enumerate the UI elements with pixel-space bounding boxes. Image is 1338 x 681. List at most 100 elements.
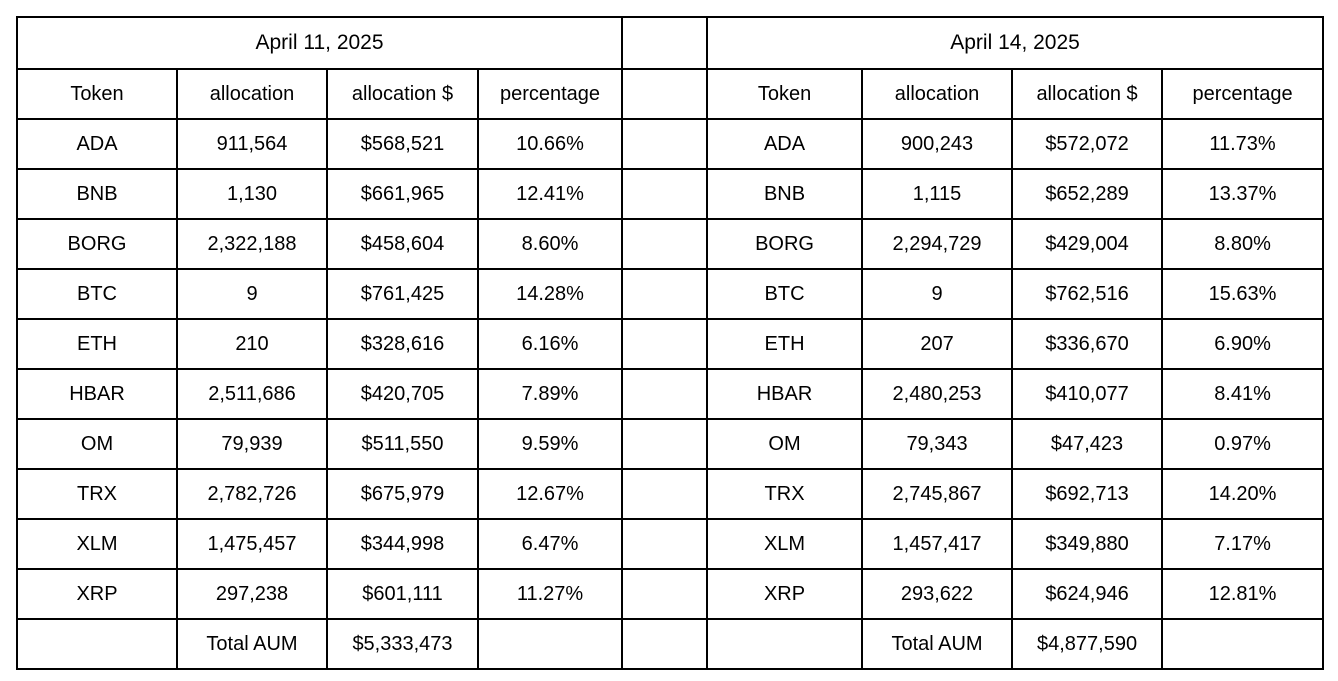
spacer-cell: [621, 368, 709, 420]
token-cell: ETH: [706, 318, 864, 370]
allocation-cell: 2,322,188: [176, 218, 328, 270]
percentage-cell: 0.97%: [1161, 418, 1325, 470]
allocation-cell: 79,939: [176, 418, 328, 470]
percentage-cell: 9.59%: [476, 418, 624, 470]
percentage-cell: 12.41%: [476, 168, 624, 220]
percentage-cell: 6.47%: [476, 518, 624, 570]
table-row: XRP 297,238 $601,111 11.27% XRP 293,622 $624,9…: [16, 568, 1325, 620]
token-cell: BORG: [706, 218, 864, 270]
table-row: BTC 9 $761,425 14.28% BTC 9 $762,516 15.63%: [16, 268, 1325, 320]
token-cell: HBAR: [706, 368, 864, 420]
allocation-cell: 1,130: [176, 168, 328, 220]
column-header-percentage: percentage: [476, 68, 624, 120]
allocation-usd-cell: $420,705: [326, 368, 479, 420]
token-cell: XRP: [16, 568, 178, 620]
percentage-cell: 8.80%: [1161, 218, 1325, 270]
percentage-cell: 6.16%: [476, 318, 624, 370]
spacer-cell: [621, 418, 709, 470]
allocation-cell: 2,480,253: [861, 368, 1014, 420]
allocation-usd-cell: $675,979: [326, 468, 479, 520]
token-cell: ETH: [16, 318, 178, 370]
allocation-usd-cell: $692,713: [1011, 468, 1164, 520]
spacer-cell: [621, 318, 709, 370]
header-row: Token allocation allocation $ percentage…: [16, 68, 1325, 120]
spacer-cell: [621, 618, 709, 670]
allocation-cell: 911,564: [176, 118, 328, 170]
allocation-usd-cell: $458,604: [326, 218, 479, 270]
allocation-cell: 1,115: [861, 168, 1014, 220]
token-cell: OM: [16, 418, 178, 470]
allocation-cell: 297,238: [176, 568, 328, 620]
allocation-cell: 2,511,686: [176, 368, 328, 420]
token-cell: TRX: [706, 468, 864, 520]
spacer-cell: [621, 168, 709, 220]
allocation-usd-cell: $349,880: [1011, 518, 1164, 570]
allocation-cell: 2,294,729: [861, 218, 1014, 270]
allocation-usd-cell: $511,550: [326, 418, 479, 470]
column-header-allocation-usd: allocation $: [1011, 68, 1164, 120]
empty-cell: [16, 618, 178, 670]
table-row: BORG 2,322,188 $458,604 8.60% BORG 2,294,729 $…: [16, 218, 1325, 270]
token-cell: BORG: [16, 218, 178, 270]
empty-cell: [476, 618, 624, 670]
column-header-percentage: percentage: [1161, 68, 1325, 120]
empty-cell: [706, 618, 864, 670]
allocation-usd-cell: $761,425: [326, 268, 479, 320]
table-row: XLM 1,475,457 $344,998 6.47% XLM 1,457,417 $34…: [16, 518, 1325, 570]
allocation-usd-cell: $47,423: [1011, 418, 1164, 470]
table-row: ADA 911,564 $568,521 10.66% ADA 900,243 $572,0…: [16, 118, 1325, 170]
allocation-usd-cell: $652,289: [1011, 168, 1164, 220]
percentage-cell: 6.90%: [1161, 318, 1325, 370]
table-row: ETH 210 $328,616 6.16% ETH 207 $336,670 6.90%: [16, 318, 1325, 370]
token-cell: BTC: [16, 268, 178, 320]
spacer-cell: [621, 268, 709, 320]
token-cell: BNB: [706, 168, 864, 220]
table-row: OM 79,939 $511,550 9.59% OM 79,343 $47,423 0.97…: [16, 418, 1325, 470]
table-row: BNB 1,130 $661,965 12.41% BNB 1,115 $652,289 13…: [16, 168, 1325, 220]
column-header-allocation-usd: allocation $: [326, 68, 479, 120]
percentage-cell: 15.63%: [1161, 268, 1325, 320]
allocation-usd-cell: $336,670: [1011, 318, 1164, 370]
total-label-cell: Total AUM: [861, 618, 1014, 670]
spacer-cell: [621, 16, 709, 70]
allocation-cell: 9: [861, 268, 1014, 320]
percentage-cell: 14.28%: [476, 268, 624, 320]
percentage-cell: 7.17%: [1161, 518, 1325, 570]
allocation-usd-cell: $762,516: [1011, 268, 1164, 320]
allocation-comparison-table: April 11, 2025 April 14, 2025 Token allo…: [15, 16, 1325, 670]
token-cell: BTC: [706, 268, 864, 320]
allocation-usd-cell: $568,521: [326, 118, 479, 170]
allocation-cell: 9: [176, 268, 328, 320]
token-cell: BNB: [16, 168, 178, 220]
total-label-cell: Total AUM: [176, 618, 328, 670]
allocation-cell: 79,343: [861, 418, 1014, 470]
spacer-cell: [621, 68, 709, 120]
table-row: TRX 2,782,726 $675,979 12.67% TRX 2,745,867 $6…: [16, 468, 1325, 520]
total-value-cell: $5,333,473: [326, 618, 479, 670]
token-cell: TRX: [16, 468, 178, 520]
spacer-cell: [621, 468, 709, 520]
title-row: April 11, 2025 April 14, 2025: [15, 16, 1325, 70]
token-cell: XLM: [16, 518, 178, 570]
total-value-cell: $4,877,590: [1011, 618, 1164, 670]
table-row: HBAR 2,511,686 $420,705 7.89% HBAR 2,480,253 $…: [16, 368, 1325, 420]
allocation-usd-cell: $624,946: [1011, 568, 1164, 620]
total-row: Total AUM $5,333,473 Total AUM $4,877,590: [16, 618, 1325, 670]
allocation-usd-cell: $572,072: [1011, 118, 1164, 170]
allocation-usd-cell: $344,998: [326, 518, 479, 570]
percentage-cell: 12.67%: [476, 468, 624, 520]
column-header-allocation: allocation: [861, 68, 1014, 120]
percentage-cell: 13.37%: [1161, 168, 1325, 220]
percentage-cell: 7.89%: [476, 368, 624, 420]
allocation-cell: 2,745,867: [861, 468, 1014, 520]
token-cell: XLM: [706, 518, 864, 570]
percentage-cell: 8.60%: [476, 218, 624, 270]
token-cell: OM: [706, 418, 864, 470]
percentage-cell: 14.20%: [1161, 468, 1325, 520]
token-cell: ADA: [16, 118, 178, 170]
percentage-cell: 11.73%: [1161, 118, 1325, 170]
spacer-cell: [621, 518, 709, 570]
table-body: ADA 911,564 $568,521 10.66% ADA 900,243 $572,0…: [16, 118, 1325, 670]
allocation-sheet: April 11, 2025 April 14, 2025 Token allo…: [15, 16, 1325, 670]
column-header-token: Token: [706, 68, 864, 120]
